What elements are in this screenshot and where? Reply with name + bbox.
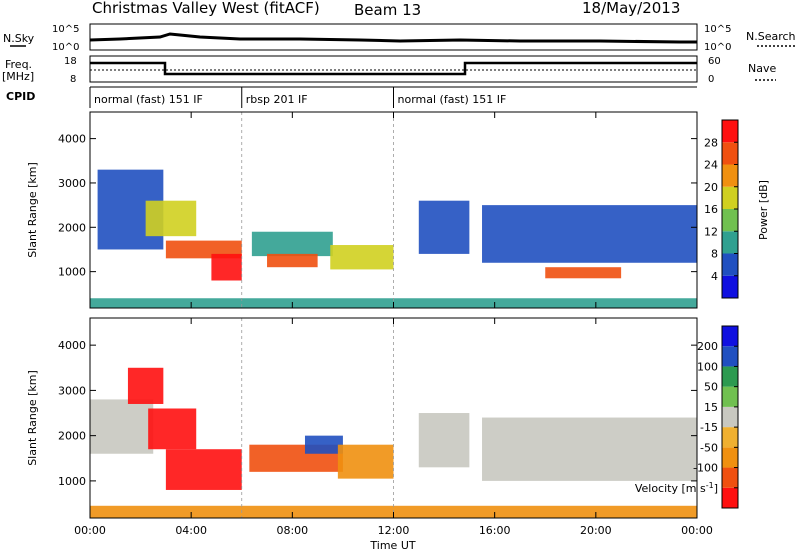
power-colorbar-swatch — [722, 275, 738, 298]
power-echo-region — [482, 205, 697, 263]
power-echo-region — [545, 267, 622, 279]
power-colorbar-swatch — [722, 142, 738, 165]
freq-tick-bottom: 8 — [70, 74, 76, 85]
velocity-colorbar-swatch — [722, 366, 738, 387]
velocity-colorbar-label: 15 — [704, 401, 718, 414]
power-echo-region — [211, 253, 242, 281]
power-colorbar-swatch — [722, 186, 738, 209]
power-echo-region — [418, 200, 470, 254]
velocity-xtick-label: 00:00 — [681, 524, 713, 537]
beam-title: Beam 13 — [354, 1, 421, 19]
velocity-colorbar-swatch — [722, 326, 738, 347]
velocity-echo-region — [337, 444, 394, 479]
velocity-xtick-label: 08:00 — [276, 524, 308, 537]
power-ytick-label: 2000 — [58, 221, 86, 234]
velocity-colorbar-label: 100 — [697, 360, 718, 373]
velocity-colorbar-swatch — [722, 447, 738, 468]
noise-sky-trace — [89, 32, 697, 44]
velocity-colorbar-swatch — [722, 467, 738, 488]
noise-right-label: N.Search — [746, 30, 796, 43]
velocity-echo-region — [418, 413, 470, 468]
velocity-echo-region — [165, 449, 242, 490]
velocity-ytick-label: 2000 — [58, 430, 86, 443]
date-title: 18/May/2013 — [582, 0, 680, 17]
velocity-colorbar-swatch — [722, 346, 738, 367]
velocity-echo-region — [127, 367, 164, 404]
power-colorbar-label: 24 — [704, 159, 718, 172]
cpid-row: CPID normal (fast) 151 IF rbsp 201 IF norm… — [6, 86, 697, 108]
noise-left-tick-bottom: 10^0 — [52, 42, 79, 53]
noise-left-label: N.Sky — [3, 32, 35, 45]
power-colorbar-swatch — [722, 120, 738, 143]
noise-panel: N.Sky 10^5 10^0 N.Search 10^5 10^0 — [3, 23, 796, 53]
power-ytick-label: 4000 — [58, 133, 86, 146]
velocity-ylabel: Slant Range [km] — [26, 370, 39, 466]
velocity-colorbar-frame — [721, 325, 739, 509]
power-ytick-label: 3000 — [58, 177, 86, 190]
freq-label-line2: [MHz] — [2, 70, 34, 83]
power-ylabel: Slant Range [km] — [26, 162, 39, 258]
power-panel: Slant Range [km] 1000 2000 3000 4000 4 8 12 16… — [26, 111, 770, 309]
freq-panel: Freq. [MHz] 18 8 Nave 60 0 — [2, 55, 776, 85]
velocity-echo-region — [90, 399, 154, 454]
cpid-segment-label: normal (fast) 151 IF — [398, 93, 507, 106]
power-echo-region — [330, 245, 394, 270]
power-colorbar-label: 8 — [711, 248, 718, 261]
velocity-xtick-label: 12:00 — [378, 524, 410, 537]
noise-left-tick-top: 10^5 — [52, 24, 79, 35]
power-ytick-label: 1000 — [58, 266, 86, 279]
velocity-colorbar-label: 50 — [704, 381, 718, 394]
nave-label: Nave — [748, 62, 776, 75]
velocity-colorbar-label: -15 — [700, 421, 718, 434]
power-colorbar-swatch — [722, 209, 738, 232]
velocity-colorbar-label: 200 — [697, 340, 718, 353]
cpid-segment-label: rbsp 201 IF — [246, 93, 308, 106]
freq-trace — [90, 61, 697, 76]
power-echo-region — [145, 200, 197, 237]
power-colorbar-label: 20 — [704, 181, 718, 194]
noise-right-tick-bottom: 10^0 — [704, 42, 731, 53]
velocity-echo-region — [148, 408, 197, 450]
velocity-colorbar-swatch — [722, 386, 738, 407]
velocity-xtick-label: 20:00 — [580, 524, 612, 537]
power-colorbar-swatch — [722, 253, 738, 276]
freq-label-line1: Freq. — [5, 58, 32, 71]
velocity-colorbar-swatch — [722, 487, 738, 508]
velocity-ytick-label: 1000 — [58, 475, 86, 488]
velocity-xtick-label: 16:00 — [479, 524, 511, 537]
velocity-ytick-label: 4000 — [58, 339, 86, 352]
power-colorbar-swatch — [722, 164, 738, 187]
power-colorbar-label: 12 — [704, 225, 718, 238]
freq-tick-top: 18 — [64, 56, 77, 67]
power-colorbar-label: 4 — [711, 270, 718, 283]
velocity-colorbar-swatch — [722, 406, 738, 428]
power-colorbar-label: 28 — [704, 136, 718, 149]
power-colorbar-label: Power [dB] — [757, 180, 770, 240]
velocity-echo-region — [304, 435, 343, 454]
velocity-xtick-label: 04:00 — [175, 524, 207, 537]
cpid-label: CPID — [6, 90, 35, 103]
velocity-colorbar-label: -50 — [700, 441, 718, 454]
noise-right-tick-top: 10^5 — [704, 24, 731, 35]
velocity-colorbar-label: Velocity [m s-1] — [635, 481, 718, 495]
velocity-ytick-label: 3000 — [58, 384, 86, 397]
power-colorbar-swatch — [722, 231, 738, 254]
power-colorbar-label: 16 — [704, 203, 718, 216]
power-echo-region — [251, 231, 333, 257]
velocity-colorbar-swatch — [722, 427, 738, 448]
velocity-colorbar-label: -100 — [693, 462, 718, 475]
nave-tick-bottom: 0 — [708, 74, 714, 85]
velocity-xtick-label: 00:00 — [74, 524, 106, 537]
velocity-echo-region — [482, 417, 697, 481]
time-axis-label: Time UT — [369, 539, 415, 552]
power-echo-region — [267, 253, 318, 268]
cpid-segment-label: normal (fast) 151 IF — [94, 93, 203, 106]
station-title: Christmas Valley West (fitACF) — [92, 0, 320, 17]
nave-tick-top: 60 — [708, 56, 721, 67]
velocity-panel: Slant Range [km] 1000 2000 3000 4000 00:00 0… — [26, 317, 739, 552]
